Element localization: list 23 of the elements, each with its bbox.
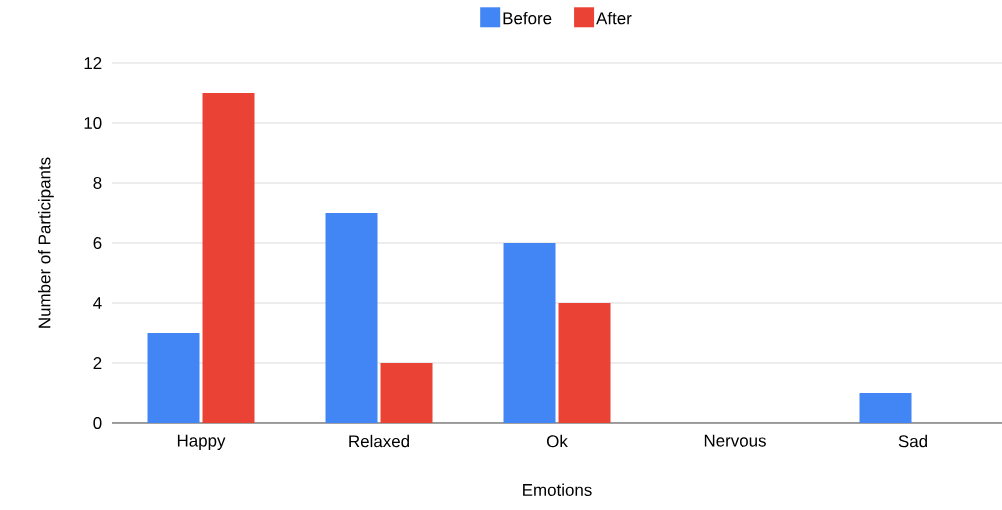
x-tick-label: Ok <box>546 434 568 448</box>
y-tick-label: 4 <box>93 297 102 309</box>
x-tick-label: Sad <box>898 434 927 448</box>
y-tick-label: 6 <box>93 236 102 249</box>
bar <box>202 92 255 423</box>
bar <box>325 212 378 423</box>
y-tick-label: 12 <box>84 57 102 69</box>
y-tick-label: 8 <box>93 176 102 189</box>
legend-label: After <box>596 11 632 25</box>
bar <box>147 332 200 423</box>
x-axis-title: Emotions <box>523 483 592 496</box>
bar <box>558 302 611 423</box>
y-axis-title: Number of Participants <box>38 157 54 328</box>
y-tick-label: 2 <box>93 357 102 369</box>
x-tick-label: Relaxed <box>349 434 409 448</box>
bar <box>859 392 912 423</box>
x-tick-label: Happy <box>177 434 226 450</box>
bar <box>380 362 433 423</box>
legend-label: Before <box>503 11 552 25</box>
bar <box>503 242 556 423</box>
x-tick-label: Nervous <box>704 434 766 447</box>
y-tick-label: 0 <box>93 416 102 429</box>
y-tick-label: 10 <box>84 116 102 129</box>
